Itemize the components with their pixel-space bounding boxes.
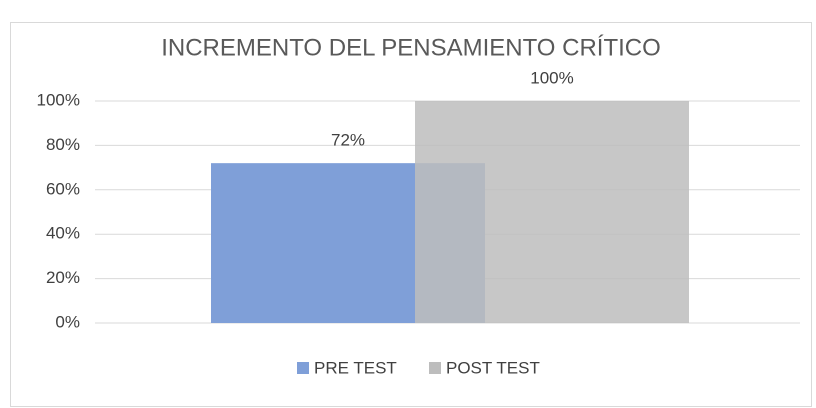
legend-swatch	[297, 362, 309, 374]
data-label: 100%	[530, 68, 573, 87]
legend-swatch	[429, 362, 441, 374]
data-label: 72%	[331, 131, 365, 150]
chart-title: INCREMENTO DEL PENSAMIENTO CRÍTICO	[161, 34, 661, 61]
y-tick-label: 100%	[37, 90, 80, 109]
y-tick-label: 20%	[46, 268, 80, 287]
y-tick-label: 0%	[55, 312, 80, 331]
y-tick-label: 60%	[46, 179, 80, 198]
bar	[415, 101, 689, 323]
legend-label: PRE TEST	[314, 358, 397, 377]
y-tick-label: 80%	[46, 135, 80, 154]
y-tick-label: 40%	[46, 224, 80, 243]
legend-label: POST TEST	[446, 358, 540, 377]
